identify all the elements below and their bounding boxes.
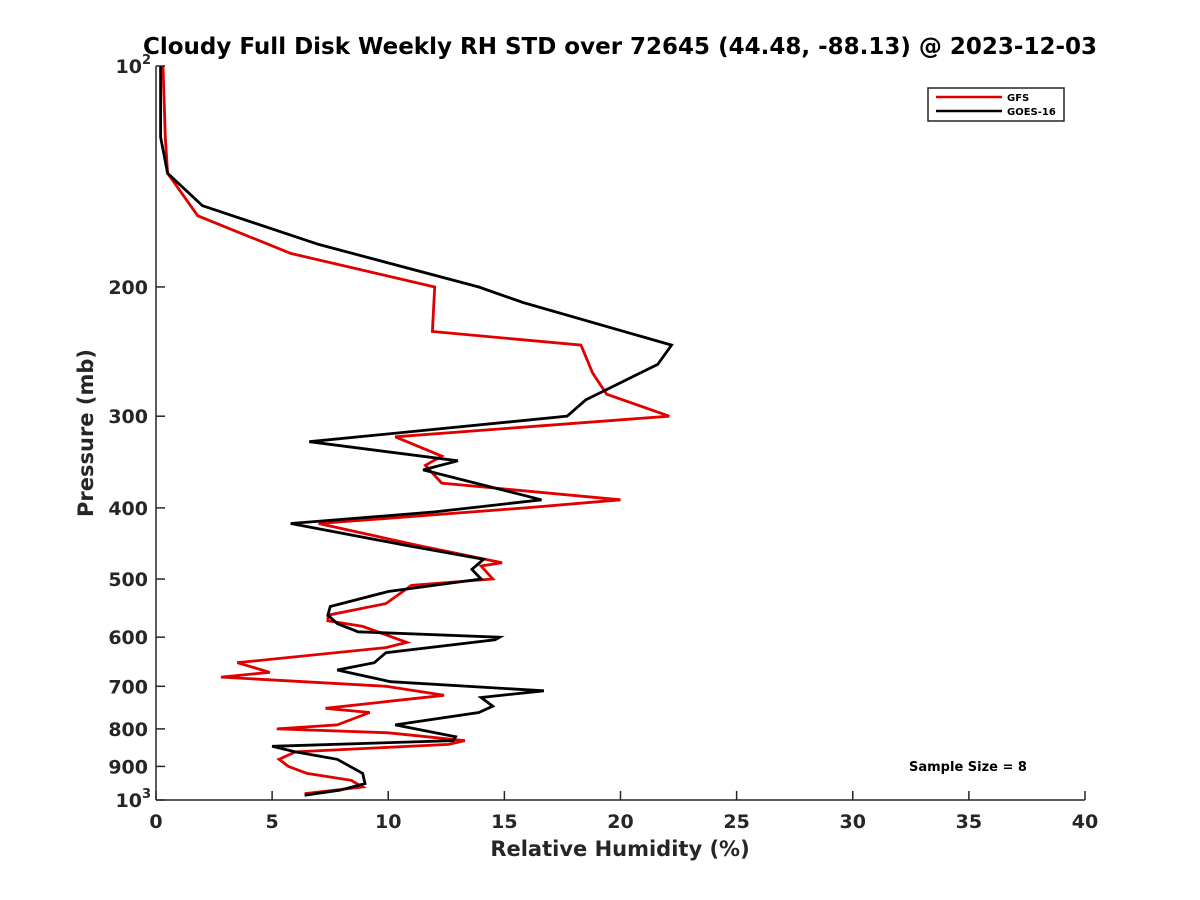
legend-box <box>927 87 1065 122</box>
x-axis-ticks: 0 5 10 15 20 25 30 35 40 <box>149 791 1098 833</box>
x-tick-label: 35 <box>956 811 982 833</box>
y-tick-label: 900 <box>108 756 148 778</box>
legend-label-goes16: GOES-16 <box>1007 107 1056 118</box>
x-tick-label: 25 <box>723 811 749 833</box>
x-tick-label: 0 <box>149 811 162 833</box>
y-axis-label: Pressure (mb) <box>74 349 98 517</box>
y-tick-label: 200 <box>108 277 148 299</box>
y-tick-label: 10 <box>116 56 142 78</box>
legend: GFS GOES-16 <box>927 87 1065 122</box>
series-lines <box>159 65 674 797</box>
y-tick-label: 300 <box>108 406 148 428</box>
x-tick-label: 40 <box>1072 811 1098 833</box>
x-tick-label: 30 <box>840 811 866 833</box>
y-tick-label: 600 <box>108 627 148 649</box>
y-tick-label: 400 <box>108 498 148 520</box>
series-line-goes-16 <box>159 66 674 797</box>
x-tick-label: 5 <box>266 811 279 833</box>
y-tick-exponent: 3 <box>142 787 151 802</box>
x-tick-label: 20 <box>607 811 633 833</box>
x-tick-label: 15 <box>491 811 517 833</box>
x-axis-label: Relative Humidity (%) <box>490 837 749 861</box>
y-tick-label: 800 <box>108 719 148 741</box>
y-tick-exponent: 2 <box>142 53 151 68</box>
series-line-gfs <box>161 65 670 795</box>
chart-title: Cloudy Full Disk Weekly RH STD over 7264… <box>143 34 1097 60</box>
sample-size-annotation: Sample Size = 8 <box>909 760 1027 775</box>
y-tick-label: 500 <box>108 569 148 591</box>
y-tick-label: 700 <box>108 676 148 698</box>
y-tick-label: 10 <box>116 790 142 812</box>
x-tick-label: 10 <box>375 811 401 833</box>
legend-label-gfs: GFS <box>1007 93 1029 104</box>
